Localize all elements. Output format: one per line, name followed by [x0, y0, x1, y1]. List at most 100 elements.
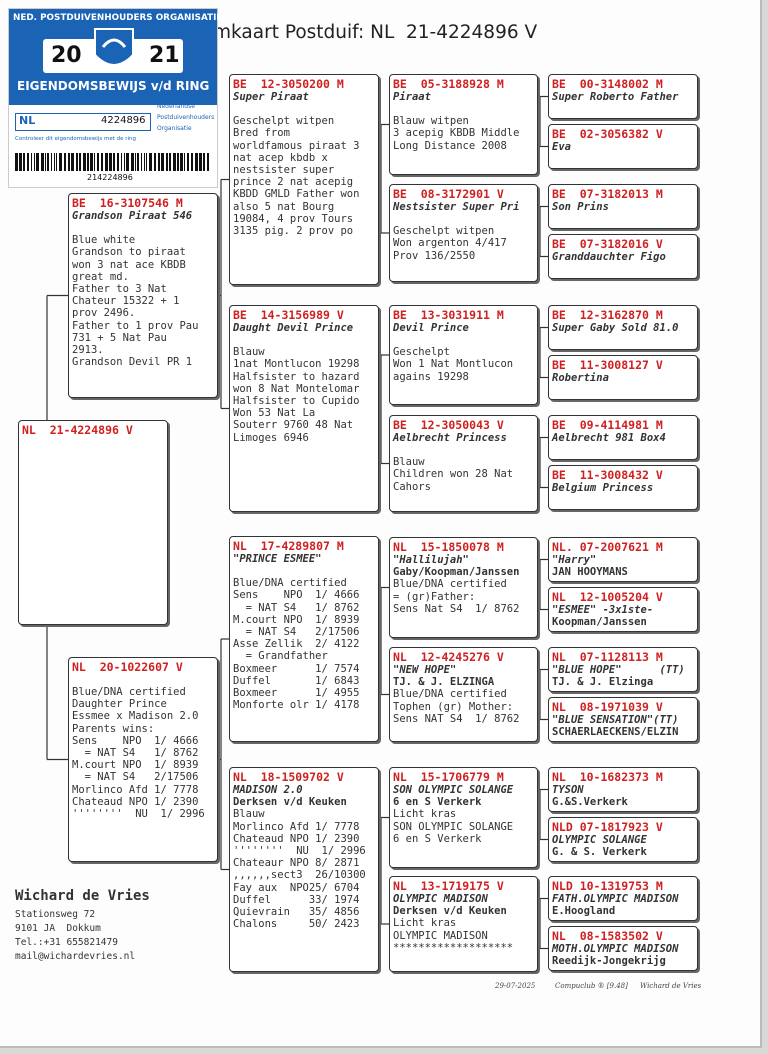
info-line: = NAT S4 2/17506 — [72, 771, 199, 784]
info-line: Quievrain 35/ 4856 — [233, 906, 360, 919]
ring-number: BE 12-3162870 M — [552, 308, 663, 322]
bar — [154, 153, 156, 171]
footer-date: 29-07-2025 — [495, 982, 536, 990]
bar — [23, 153, 25, 171]
bar — [195, 153, 198, 171]
bar — [101, 153, 103, 171]
info-line: 19084, 4 prov Tours — [233, 212, 354, 225]
info-line: OLYMPIC MADISON — [393, 929, 488, 942]
info-line: Halfsister to Cupido — [233, 395, 360, 408]
pigeon-name: Belgium Princess — [552, 482, 654, 494]
info-line: Essmee x Madison 2.0 — [72, 710, 199, 723]
pedigree-box: NL 15-1850078 M "Hallilujah" Gaby/Koopman/… — [389, 537, 538, 638]
info-line: Parents wins: — [72, 722, 155, 735]
barcode — [15, 153, 209, 171]
info-line: 2913. — [72, 344, 104, 357]
pedigree-box: NLD 07-1817923 V OLYMPIC SOLANGE G. & S. V… — [548, 817, 698, 862]
bar — [109, 153, 112, 171]
bar — [47, 153, 49, 171]
pedigree-box: NL 20-1022607 V Blue/DNA certified Daughte… — [68, 657, 218, 862]
ring-number: NL 18-1509702 V — [233, 770, 344, 784]
info-line: Blauw — [233, 808, 265, 821]
info-line: = NAT S4 1/ 8762 — [233, 601, 360, 614]
pigeon-name: Grandson Piraat 546 — [72, 210, 193, 222]
owner-address: Stationsweg 72 9101 JA Dokkum Tel.:+31 655… — [15, 908, 135, 964]
owner-line: Stationsweg 72 — [15, 909, 96, 920]
info-line: prince 2 nat acepig — [233, 176, 354, 189]
bar — [79, 153, 81, 171]
info-line: Duffel 33/ 1974 — [233, 893, 360, 906]
bar — [117, 153, 119, 171]
info-line: Won 1 Nat Montlucon — [393, 358, 514, 371]
bar — [27, 153, 29, 171]
ring-number: BE 11-3008432 V — [552, 468, 663, 482]
info-line: Blauw — [393, 456, 425, 469]
ring-number: NLD 07-1817923 V — [552, 820, 663, 834]
pigeon-name: Daught Devil Prince — [233, 322, 354, 334]
info-line: Boxmeer 1/ 7574 — [233, 662, 360, 675]
info-line: = NAT S4 1/ 8762 — [72, 747, 199, 760]
info-line: KBDD GMLD Father won — [233, 188, 360, 201]
owner-line: 9101 JA Dokkum — [15, 923, 101, 934]
breeder: TJ. & J. Elzinga — [552, 676, 654, 689]
ring-number: NL. 07-2007621 M — [552, 540, 663, 554]
year-right: 21 — [149, 43, 180, 68]
pigeon-name: "BLUE SENSATION"(TT) — [552, 714, 679, 726]
breeder: Derksen v/d Keuken — [393, 905, 507, 918]
pigeon-name: Granddauchter Figo — [552, 251, 666, 263]
breeder: Reedijk-Jongekrijg — [552, 955, 666, 968]
pigeon-name: OLYMPIC MADISON — [393, 893, 488, 905]
info-line: Chateaud NPO 1/ 2390 — [233, 832, 360, 845]
ring-field — [15, 113, 151, 131]
bar — [94, 153, 95, 171]
bar — [97, 153, 99, 171]
ring-number: NL 15-1850078 M — [393, 540, 504, 554]
bar — [166, 153, 168, 171]
info-line: Blue white — [72, 234, 136, 247]
pedigree-box: BE 09-4114981 M Aelbrecht 981 Box4 — [548, 415, 698, 460]
info-line: Boxmeer 1/ 4955 — [233, 687, 360, 700]
pedigree-box: NL 08-1971039 V "BLUE SENSATION"(TT) SCHAE… — [548, 697, 698, 742]
info-line: Morlinco Afd 1/ 7778 — [233, 820, 360, 833]
info-line: Blue/DNA certified — [233, 577, 347, 590]
info-line: '''''''' NU 1/ 2996 — [233, 845, 366, 858]
pedigree-box: BE 11-3008127 V Robertina — [548, 355, 698, 400]
sticker-side: Nederlandse Postduivenhouders Organisatie — [157, 101, 214, 134]
info-line: agains 19298 — [393, 370, 469, 383]
pedigree-box: BE 11-3008432 V Belgium Princess — [548, 465, 698, 510]
info-line: M.court NPO 1/ 8939 — [233, 613, 360, 626]
pigeon-name: SON OLYMPIC SOLANGE — [393, 784, 514, 796]
bar — [161, 153, 164, 171]
info-line: 1nat Montlucon 19298 — [233, 358, 360, 371]
pedigree-box: NL 07-1128113 M "BLUE HOPE" (TT) TJ. & J. … — [548, 647, 698, 692]
info-line: Geschelpt — [393, 346, 450, 359]
pedigree-box: NL 18-1509702 V MADISON 2.0 Derksen v/d Ke… — [229, 767, 379, 972]
bar — [121, 153, 122, 171]
pigeon-name: FATH.OLYMPIC MADISON — [552, 893, 679, 905]
info-line: Blue/DNA certified — [393, 688, 507, 701]
info-line: Sens NAT S4 1/ 8762 — [393, 712, 520, 725]
info-line: ,,,,,,sect3 26/10300 — [233, 869, 366, 882]
info-line: Bred from — [233, 127, 290, 140]
ring-number: BE 08-3172901 V — [393, 187, 504, 201]
info-line: Sens NPO 1/ 4666 — [72, 734, 199, 747]
sticker-side-line: Nederlandse — [157, 103, 195, 110]
pigeon-name: "PRINCE ESMEE" — [233, 553, 322, 565]
info-line: Children won 28 Nat — [393, 468, 514, 481]
pedigree-box: NL 17-4289807 M "PRINCE ESMEE" Blue/DNA ce… — [229, 536, 379, 742]
ring-number: BE 11-3008127 V — [552, 358, 663, 372]
ring-number: BE 00-3148002 M — [552, 77, 663, 91]
sticker-ring: 4224896 — [101, 115, 146, 126]
bar — [19, 153, 22, 171]
breeder: G. & S. Verkerk — [552, 846, 647, 859]
bar — [51, 153, 52, 171]
pigeon-name: "ESMEE" -3x1ste- — [552, 604, 654, 616]
pedigree-box: BE 13-3031911 M Devil Prince Geschelpt Won … — [389, 305, 538, 405]
ring-number: BE 13-3031911 M — [393, 308, 504, 322]
info-line: worldfamous piraat 3 — [233, 139, 360, 152]
bar — [131, 153, 134, 171]
pedigree-box: BE 08-3172901 V Nestsister Super Pri Gesch… — [389, 184, 538, 282]
bar — [207, 153, 209, 171]
sticker-title: EIGENDOMSBEWIJS v/d RING — [17, 79, 210, 93]
